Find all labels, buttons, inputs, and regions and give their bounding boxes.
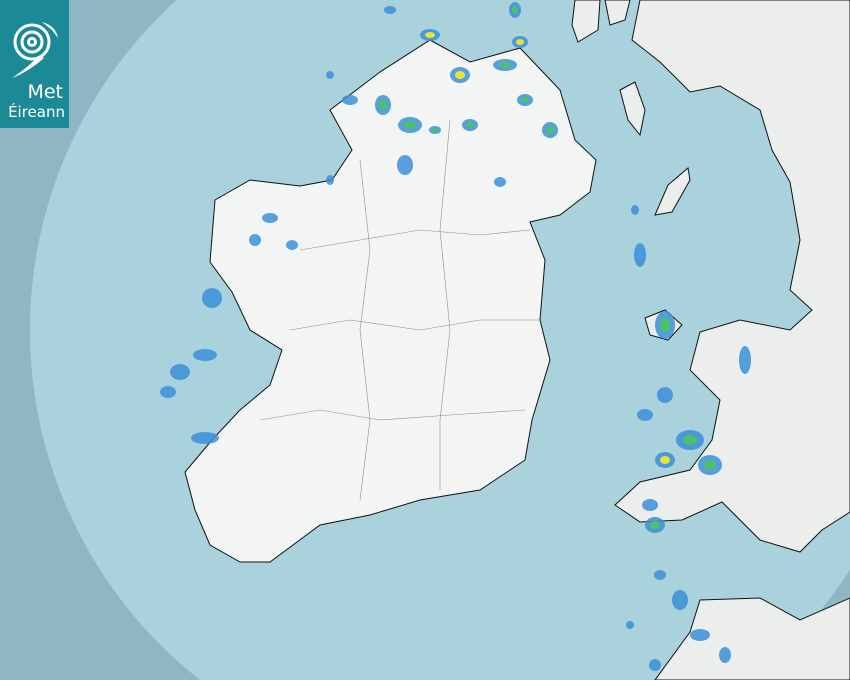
rain-cell-core	[546, 126, 554, 134]
rain-cell	[262, 213, 278, 223]
rain-cell	[202, 288, 222, 308]
rain-cell	[626, 621, 634, 629]
rain-cell-core	[425, 32, 435, 38]
rain-echoes	[160, 2, 751, 671]
rain-cell	[249, 234, 261, 246]
rain-cell	[494, 177, 506, 187]
rain-cell-core	[512, 6, 518, 14]
rain-cell	[654, 570, 666, 580]
rain-cell	[649, 659, 661, 671]
logo-text-eireann: Éireann	[8, 103, 65, 121]
rain-cell	[326, 71, 334, 79]
rain-cell-core	[404, 121, 416, 129]
rain-cell	[672, 590, 688, 610]
rain-cell-core	[704, 460, 716, 470]
rain-cell-core	[455, 71, 465, 79]
rain-cell-core	[521, 97, 529, 103]
rain-cell	[170, 364, 190, 380]
rain-cell-core	[516, 39, 524, 45]
rain-cell	[160, 386, 176, 398]
land-great-britain	[571, 0, 850, 680]
rain-cell	[657, 387, 673, 403]
logo-text-met: Met	[27, 81, 63, 103]
rain-cell	[739, 346, 751, 374]
county-borders	[259, 119, 540, 501]
rain-cell	[286, 240, 298, 250]
rain-cell	[690, 629, 710, 641]
rain-cell	[193, 349, 217, 361]
rain-cell	[342, 95, 358, 105]
rain-cell-core	[466, 122, 474, 128]
rain-cell-core	[379, 100, 387, 110]
rain-cell	[384, 6, 396, 14]
swirl-logo-icon	[12, 22, 58, 78]
rain-cell-core	[660, 456, 670, 464]
rain-cell	[397, 155, 413, 175]
rain-cell-core	[683, 435, 697, 445]
rain-cell	[326, 175, 334, 185]
rain-cell	[642, 499, 658, 511]
rain-cell	[191, 432, 219, 444]
rain-cell-core	[660, 318, 670, 332]
rain-cell-core	[432, 128, 438, 132]
rain-cell	[719, 647, 731, 663]
rain-cell-core	[650, 521, 660, 529]
rain-cell	[634, 243, 646, 267]
rain-cell	[631, 205, 639, 215]
rain-cell	[637, 409, 653, 421]
land-ireland	[184, 39, 597, 563]
rain-cell-core	[499, 62, 511, 68]
met-eireann-logo: Met Éireann	[0, 0, 69, 128]
